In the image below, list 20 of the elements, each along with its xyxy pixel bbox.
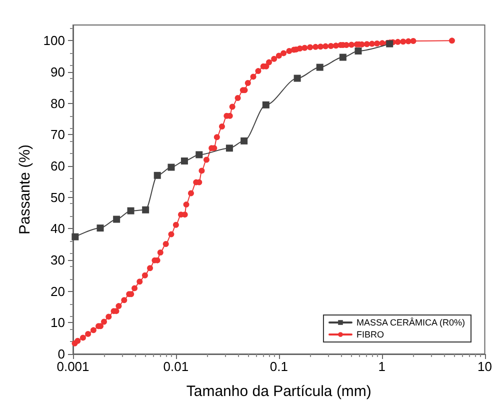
y-tick-label: 60 <box>50 158 65 174</box>
y-tick-label: 70 <box>50 127 65 142</box>
y-tick-label: 0 <box>58 346 65 362</box>
legend-label: MASSA CERÂMICA (R0%) <box>356 318 466 328</box>
x-tick-label: 10 <box>478 359 492 374</box>
legend-label: FIBRO <box>356 330 384 340</box>
y-tick-label: 100 <box>43 33 65 48</box>
y-tick-label: 30 <box>50 252 65 268</box>
x-tick-label: 1 <box>378 359 386 374</box>
y-tick-label: 40 <box>50 221 65 236</box>
y-axis-title: Passante (%) <box>16 144 34 235</box>
y-tick-label: 20 <box>50 284 65 299</box>
y-tick-label: 50 <box>50 190 65 205</box>
y-tick-label: 90 <box>50 64 65 80</box>
y-tick-label: 10 <box>50 315 65 330</box>
x-tick-label: 0.001 <box>56 359 90 374</box>
x-axis-title: Tamanho da Partícula (mm) <box>186 383 372 400</box>
y-tick-label: 80 <box>50 96 65 111</box>
x-tick-label: 0.01 <box>163 359 189 374</box>
x-tick-label: 0.1 <box>270 359 288 374</box>
